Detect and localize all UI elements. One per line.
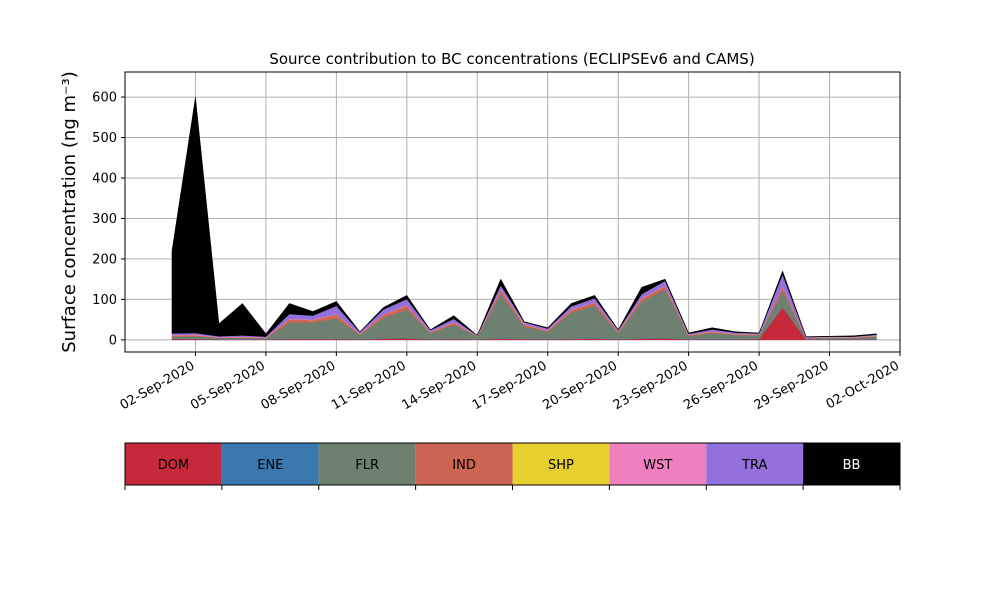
x-tick-label: 11-Sep-2020 xyxy=(329,358,409,413)
legend-label: ENE xyxy=(257,458,283,473)
legend-swatch xyxy=(706,443,804,485)
y-tick-label: 600 xyxy=(92,91,117,106)
x-tick-label: 23-Sep-2020 xyxy=(611,358,691,413)
x-tick-label: 02-Oct-2020 xyxy=(824,358,902,412)
x-tick-label: 17-Sep-2020 xyxy=(470,358,550,413)
y-tick-label: 500 xyxy=(92,131,117,146)
x-tick-label: 26-Sep-2020 xyxy=(681,358,761,413)
y-axis-label: Surface concentration (ng m⁻³) xyxy=(59,71,80,353)
legend-swatch xyxy=(318,443,416,485)
x-tick-label: 02-Sep-2020 xyxy=(118,358,198,413)
y-tick-label: 0 xyxy=(109,333,117,348)
legend-label: BB xyxy=(843,458,861,473)
chart-title: Source contribution to BC concentrations… xyxy=(269,50,754,68)
legend-label: DOM xyxy=(158,458,189,473)
legend-swatch xyxy=(415,443,513,485)
y-tick-label: 100 xyxy=(92,293,117,308)
legend-swatch xyxy=(609,443,707,485)
legend-swatch xyxy=(512,443,610,485)
y-tick-label: 400 xyxy=(92,172,117,187)
legend-label: SHP xyxy=(548,458,574,473)
x-tick-label: 14-Sep-2020 xyxy=(399,358,479,413)
x-tick-label: 29-Sep-2020 xyxy=(752,358,832,413)
x-tick-label: 20-Sep-2020 xyxy=(540,358,620,413)
legend-label: IND xyxy=(452,458,476,473)
area xyxy=(171,97,877,338)
y-tick-label: 200 xyxy=(92,252,117,267)
plot-frame xyxy=(124,71,901,353)
x-tick-label: 08-Sep-2020 xyxy=(259,358,339,413)
legend-swatch xyxy=(125,443,222,485)
legend-label: TRA xyxy=(741,458,767,473)
legend-swatch xyxy=(221,443,319,485)
y-tick-label: 300 xyxy=(92,212,117,227)
x-tick-label: 05-Sep-2020 xyxy=(188,358,268,413)
legend-label: WST xyxy=(643,458,672,473)
legend-swatch xyxy=(803,443,900,485)
legend-label: FLR xyxy=(355,458,379,473)
